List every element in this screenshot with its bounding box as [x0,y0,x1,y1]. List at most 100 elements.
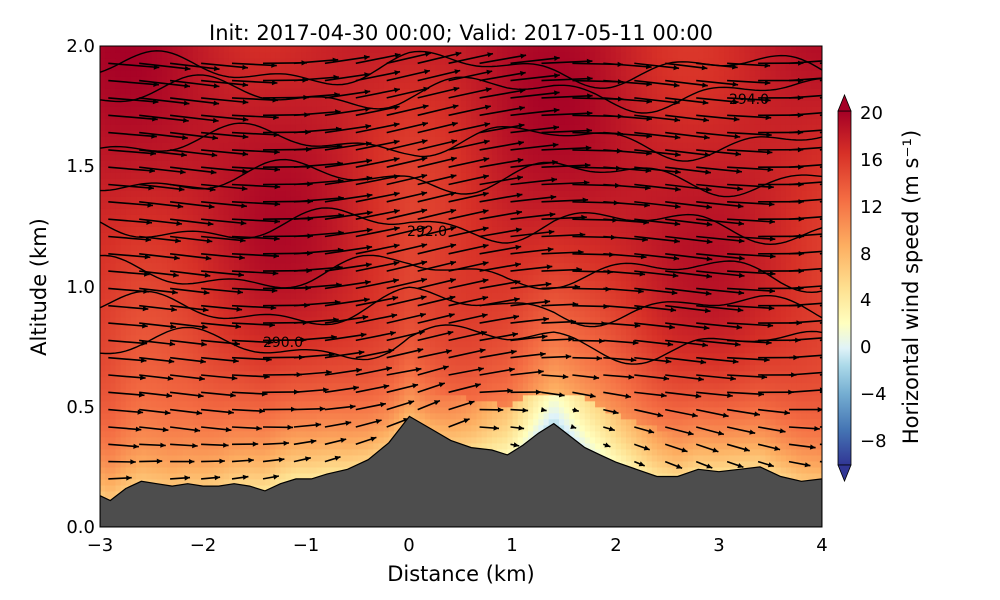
speed-cell [306,136,313,143]
speed-cell [301,88,307,95]
speed-cell [156,58,163,65]
speed-cell [378,274,385,282]
speed-cell [383,286,390,294]
speed-cell [120,52,127,59]
speed-cell [223,406,230,414]
speed-cell [156,154,163,161]
speed-cell [295,130,302,137]
speed-cell [115,370,122,378]
speed-cell [187,250,194,258]
speed-cell [316,112,323,119]
speed-cell [270,358,276,366]
speed-cell [136,358,142,366]
speed-cell [388,130,395,137]
speed-cell [167,448,173,456]
speed-cell [404,292,411,300]
speed-cell [100,286,106,294]
speed-cell [332,424,338,432]
speed-cell [156,328,163,336]
speed-cell [120,418,127,426]
speed-cell [115,214,122,221]
speed-cell [321,340,328,348]
speed-cell [249,412,256,420]
speed-cell [368,286,374,294]
speed-cell [378,268,385,276]
speed-cell [347,46,354,53]
speed-cell [347,430,354,438]
speed-cell [404,58,411,65]
speed-cell [234,400,240,408]
speed-cell [326,244,333,252]
speed-cell [275,358,282,366]
speed-cell [254,124,261,131]
speed-cell [388,298,395,306]
speed-cell [161,70,168,77]
speed-cell [156,478,163,486]
speed-cell [295,454,302,462]
speed-cell [151,298,158,306]
speed-cell [290,82,297,89]
speed-cell [259,250,266,258]
speed-cell [228,436,235,444]
speed-cell [275,220,282,227]
speed-cell [290,166,297,173]
speed-cell [167,472,173,480]
speed-cell [316,322,323,330]
speed-cell [203,208,209,215]
speed-cell [301,262,307,270]
speed-cell [414,274,421,282]
speed-cell [151,478,158,486]
speed-cell [197,256,204,264]
speed-cell [146,178,153,185]
speed-cell [151,52,158,59]
speed-cell [326,106,333,113]
speed-cell [311,244,318,252]
speed-cell [115,328,122,336]
speed-cell [404,358,411,366]
speed-cell [203,352,209,360]
speed-cell [249,346,256,354]
speed-cell [383,352,390,360]
speed-cell [254,118,261,125]
speed-cell [125,202,132,209]
speed-cell [177,358,184,366]
speed-cell [326,124,333,131]
speed-cell [414,262,421,270]
speed-cell [203,100,209,107]
speed-cell [177,472,184,480]
speed-cell [342,136,349,143]
speed-cell [156,208,163,215]
speed-cell [378,370,385,378]
speed-cell [280,334,287,342]
speed-cell [290,418,297,426]
speed-cell [136,112,142,119]
speed-cell [239,370,245,378]
speed-cell [259,472,266,480]
speed-cell [203,166,209,173]
speed-cell [311,202,318,209]
speed-cell [259,400,266,408]
speed-cell [332,292,338,300]
speed-cell [239,466,245,474]
speed-cell [161,460,168,468]
speed-cell [115,322,122,330]
speed-cell [203,70,209,77]
speed-cell [115,472,122,480]
speed-cell [399,136,405,143]
speed-cell [399,82,405,89]
speed-cell [368,88,374,95]
speed-cell [285,292,292,300]
speed-cell [130,244,137,252]
speed-cell [265,214,271,221]
speed-cell [244,184,251,191]
speed-cell [100,136,106,143]
speed-cell [316,418,323,426]
speed-cell [136,244,142,252]
speed-cell [172,160,178,167]
speed-cell [311,448,318,456]
speed-cell [167,244,173,252]
speed-cell [347,304,354,312]
speed-cell [270,310,276,318]
speed-cell [197,262,204,270]
speed-cell [197,418,204,426]
